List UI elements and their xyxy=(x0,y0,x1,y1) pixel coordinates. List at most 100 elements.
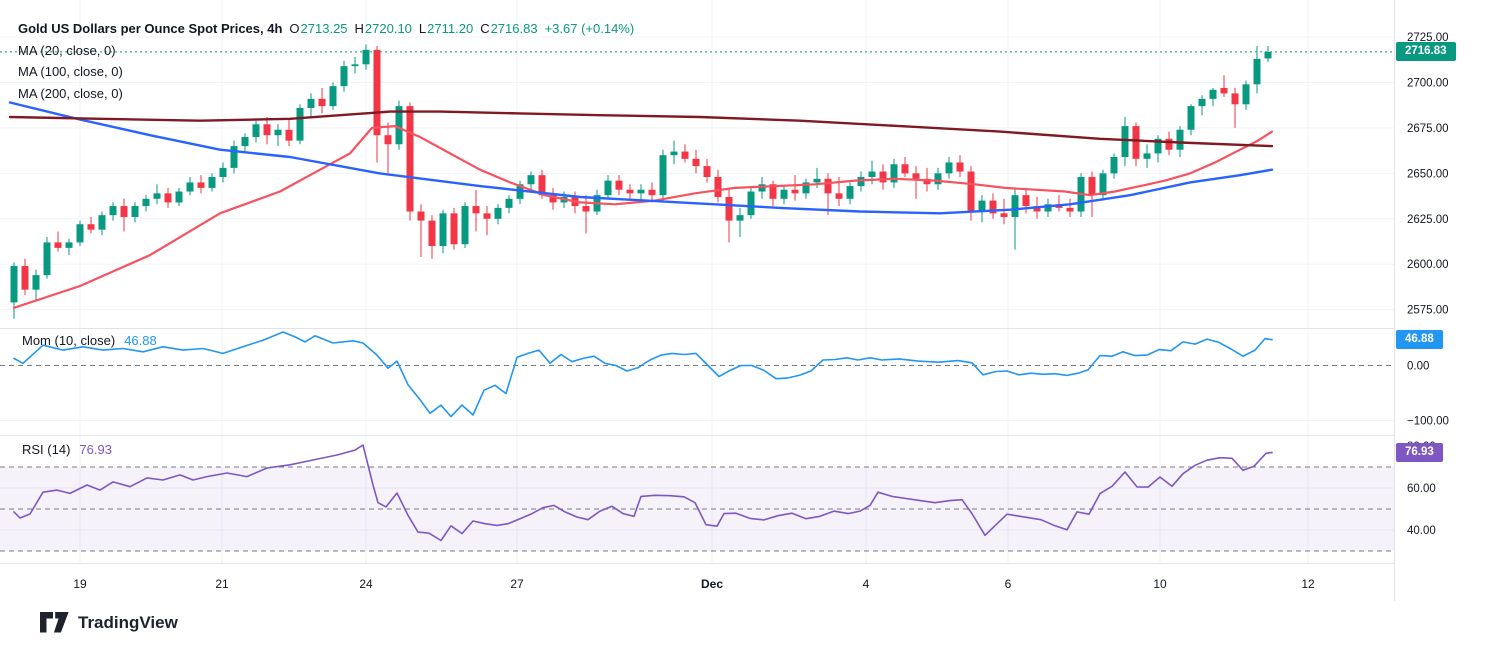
candle-up xyxy=(153,193,161,199)
candle-up xyxy=(131,206,139,217)
candle-up xyxy=(802,182,810,194)
candle-down xyxy=(1022,195,1030,207)
time-axis-label[interactable]: 12 xyxy=(1301,577,1315,591)
candle-up xyxy=(1110,157,1118,174)
candle-up xyxy=(1176,129,1184,150)
candle-up xyxy=(274,129,282,136)
candle-down xyxy=(615,180,623,190)
candle-down xyxy=(1132,126,1140,159)
candle-up xyxy=(813,178,821,183)
candle-up xyxy=(1011,195,1019,217)
candle-down xyxy=(406,106,414,212)
candle-up xyxy=(351,64,359,67)
candle-down xyxy=(769,184,777,199)
candle-up xyxy=(142,198,150,207)
candle-down xyxy=(989,200,997,214)
candle-up xyxy=(1143,153,1151,159)
candle-down xyxy=(714,176,722,197)
rsi-line xyxy=(13,444,1273,542)
candle-up xyxy=(846,186,854,199)
candle-down xyxy=(450,213,458,245)
momentum-value-badge: 46.88 xyxy=(1396,330,1443,349)
candle-down xyxy=(549,195,557,203)
candle-up xyxy=(527,175,535,185)
candle-up xyxy=(175,191,183,203)
price-axis-label: 2725.00 xyxy=(1407,32,1449,44)
candle-down xyxy=(824,178,832,194)
price-axis-label: 2675.00 xyxy=(1407,123,1449,135)
time-axis-label[interactable]: 21 xyxy=(215,577,229,591)
legend-ma20[interactable]: MA (20, close, 0) xyxy=(18,42,116,58)
tradingview-logo[interactable]: TradingView xyxy=(40,612,178,633)
candle-down xyxy=(1088,176,1096,196)
candle-up xyxy=(1154,138,1162,154)
candle-down xyxy=(1165,138,1173,150)
candle-down xyxy=(197,182,205,188)
candle-up xyxy=(1264,51,1272,59)
candle-up xyxy=(186,182,194,192)
price-axis-label: 2625.00 xyxy=(1407,214,1449,226)
candle-up xyxy=(76,224,84,243)
candle-up xyxy=(604,180,612,196)
candle-up xyxy=(868,171,876,177)
tradingview-mark-icon xyxy=(40,612,69,633)
candle-down xyxy=(384,135,392,145)
chart-legend: Gold US Dollars per Ounce Spot Prices, 4… xyxy=(18,22,634,100)
candle-down xyxy=(1231,93,1239,105)
candle-down xyxy=(912,173,920,179)
momentum-axis-label: 0.00 xyxy=(1407,360,1429,372)
momentum-label: Mom (10, close) xyxy=(22,333,116,348)
candle-down xyxy=(956,162,964,172)
price-axis-label: 2700.00 xyxy=(1407,77,1449,89)
rsi-value-badge: 76.93 xyxy=(1396,443,1443,462)
candle-down xyxy=(835,193,843,199)
time-axis-label[interactable]: 4 xyxy=(863,577,870,591)
candle-up xyxy=(758,184,766,192)
candle-up xyxy=(780,189,788,199)
time-axis-label[interactable]: 6 xyxy=(1005,577,1012,591)
price-axis[interactable] xyxy=(1395,0,1489,601)
candle-up xyxy=(43,242,51,276)
time-axis-label[interactable]: Dec xyxy=(701,577,723,591)
candle-down xyxy=(164,193,172,203)
candle-up xyxy=(395,106,403,145)
tradingview-logo-text: TradingView xyxy=(78,612,178,632)
time-axis-label[interactable]: 10 xyxy=(1153,577,1167,591)
candle-up xyxy=(461,206,469,245)
candle-up xyxy=(208,176,216,188)
candle-up xyxy=(670,151,678,156)
price-axis-label: 2600.00 xyxy=(1407,259,1449,271)
symbol-title-row[interactable]: Gold US Dollars per Ounce Spot Prices, 4… xyxy=(18,22,634,35)
candle-down xyxy=(626,189,634,194)
time-axis-label[interactable]: 19 xyxy=(73,577,87,591)
candle-up xyxy=(1253,58,1261,85)
overlay-ma200-line xyxy=(8,110,1274,148)
legend-ma100[interactable]: MA (100, close, 0) xyxy=(18,64,123,79)
candle-down xyxy=(1220,87,1228,94)
time-axis-label[interactable]: 24 xyxy=(359,577,373,591)
time-axis-label[interactable]: 27 xyxy=(510,577,524,591)
candle-down xyxy=(373,49,381,136)
chart-canvas[interactable]: 2725.00 2700.00 2675.00 2650.00 2625.00 2600.… xyxy=(0,0,1489,601)
candle-down xyxy=(703,166,711,177)
candle-down xyxy=(318,98,326,107)
rsi-legend[interactable]: RSI (14) 76.93 xyxy=(22,442,112,457)
candle-up xyxy=(252,124,260,138)
candles-layer xyxy=(10,44,1272,319)
candle-down xyxy=(263,124,271,136)
rsi-axis-label: 40.00 xyxy=(1407,525,1436,537)
candle-up xyxy=(1242,84,1250,105)
candle-up xyxy=(494,207,502,219)
candle-up xyxy=(340,66,348,87)
candle-down xyxy=(21,266,29,290)
legend-ma200[interactable]: MA (200, close, 0) xyxy=(18,85,123,101)
ohlc-open: O 2713.25 xyxy=(289,21,348,36)
candle-down xyxy=(692,158,700,167)
candle-down xyxy=(967,171,975,212)
momentum-legend[interactable]: Mom (10, close) 46.88 xyxy=(22,333,157,348)
candle-up xyxy=(1198,98,1206,107)
candle-down xyxy=(87,224,95,230)
price-axis-label: 2575.00 xyxy=(1407,305,1449,317)
candle-up xyxy=(1121,126,1129,158)
